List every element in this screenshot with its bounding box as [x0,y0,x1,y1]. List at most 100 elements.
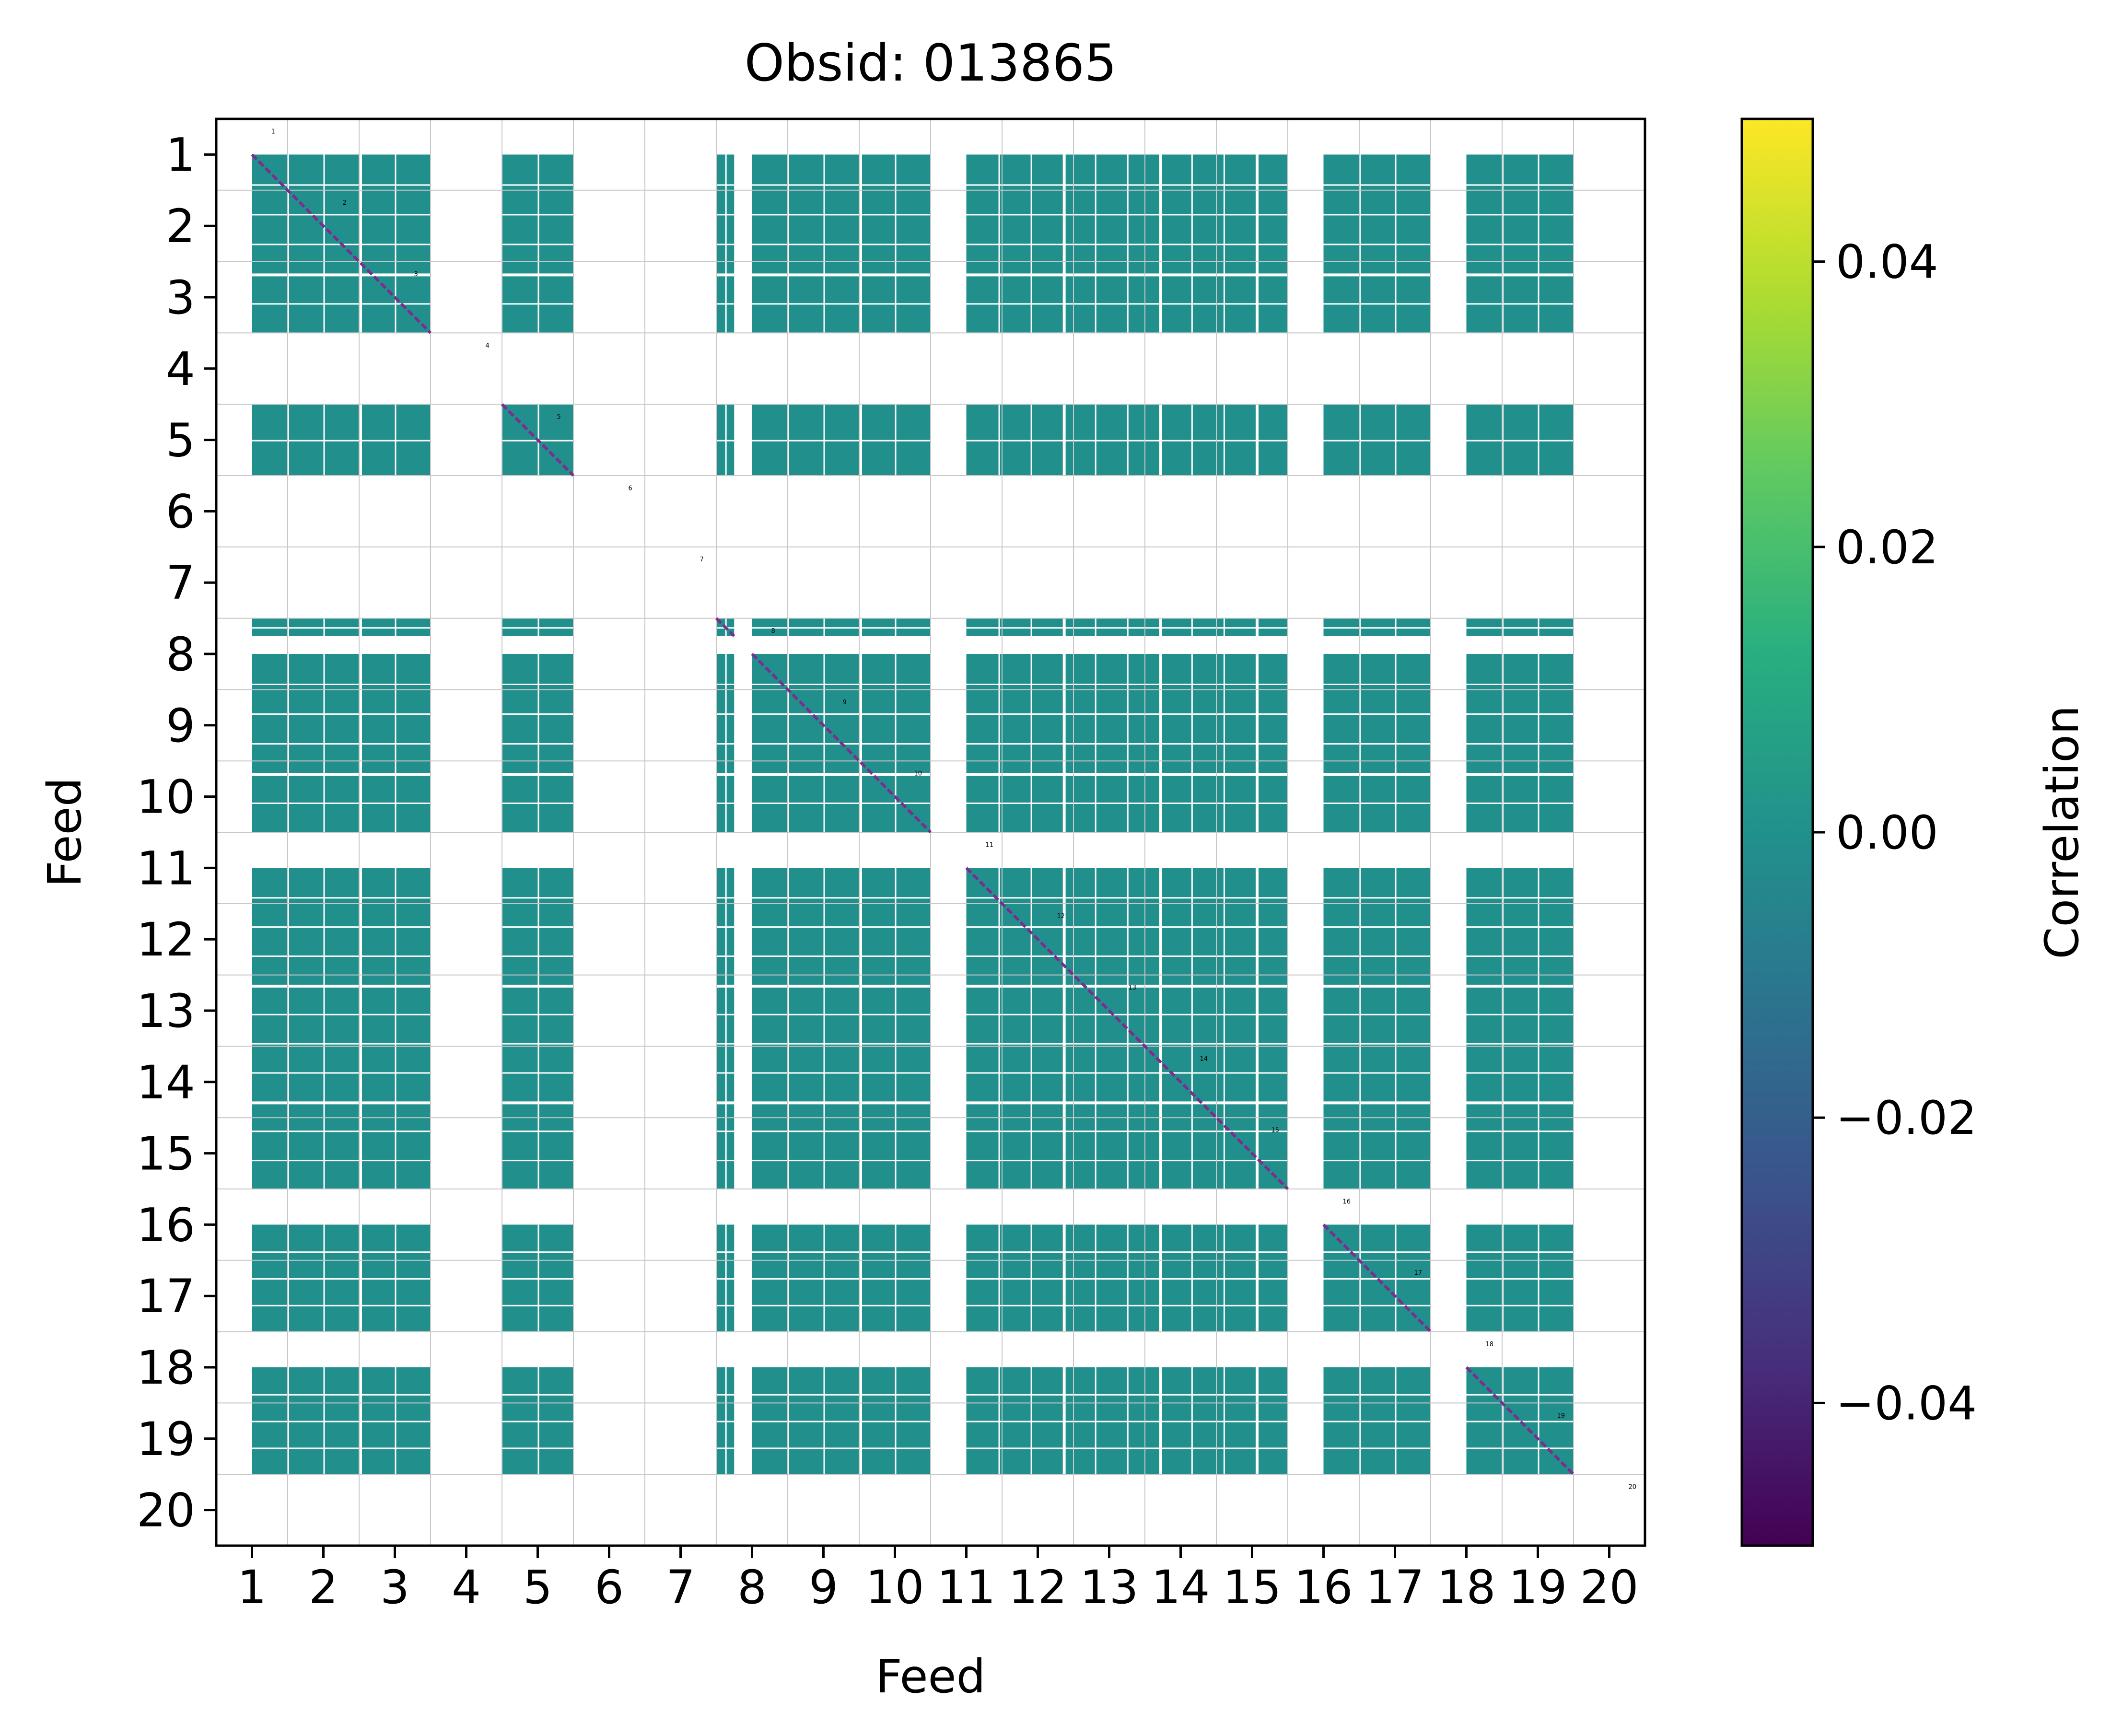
y-tick-label: 11 [137,841,195,895]
masked-channel-stripe [1323,1072,1431,1074]
masked-channel-stripe [1466,1101,1574,1105]
masked-channel-stripe [966,1278,1288,1280]
masked-channel-stripe [1323,803,1431,804]
y-tick-label: 16 [137,1198,195,1252]
masked-channel-stripe [252,1251,431,1253]
masked-channel-stripe [1323,244,1431,245]
masked-channel-stripe [502,713,573,715]
diagonal-segment [501,403,575,477]
masked-channel-stripe [788,868,789,1189]
masked-channel-stripe [1466,1394,1574,1396]
masked-channel-stripe [966,1072,1288,1074]
masked-channel-stripe [716,984,735,988]
masked-channel-stripe [966,773,1288,776]
masked-channel-stripe [1323,1421,1431,1422]
masked-channel-stripe [1466,184,1574,186]
masked-channel-stripe [716,1447,735,1449]
x-tick-label: 7 [666,1561,695,1614]
masked-channel-stripe [1323,926,1431,928]
masked-channel-stripe [752,955,931,957]
masked-channel-stripe [966,214,1288,216]
masked-channel-stripe [725,868,727,1189]
masked-channel-stripe [716,1421,735,1422]
diagonal-segment [715,617,735,637]
masked-channel-stripe [502,1072,573,1074]
x-tick-label: 6 [595,1561,624,1614]
masked-channel-stripe [1323,1278,1431,1280]
masked-channel-stripe [502,1394,573,1396]
diagonal-feed-label: 5 [557,414,561,421]
y-tick-label: 12 [137,913,195,967]
diagonal-feed-label: 15 [1271,1127,1280,1134]
masked-channel-stripe [752,1101,931,1105]
x-tick-label: 19 [1508,1561,1567,1614]
x-tick-label: 12 [1008,1561,1067,1614]
masked-channel-stripe [966,743,1288,745]
masked-channel-stripe [288,868,289,1189]
masked-channel-stripe [716,926,735,928]
masked-channel-stripe [752,273,931,277]
masked-channel-stripe [716,1101,735,1105]
masked-channel-stripe [502,627,573,629]
diagonal-feed-label: 14 [1200,1056,1208,1063]
masked-channel-stripe [502,244,573,245]
heatmap-block [252,868,431,1189]
masked-channel-stripe [966,1130,1288,1132]
masked-channel-stripe [359,868,362,1189]
diagonal-feed-label: 1 [271,128,275,135]
masked-channel-stripe [1323,1130,1431,1132]
masked-channel-stripe [966,184,1288,186]
masked-channel-stripe [502,1101,573,1105]
masked-channel-stripe [716,1160,735,1162]
masked-channel-stripe [252,803,431,804]
masked-channel-stripe [252,1278,431,1280]
x-tick-label: 11 [937,1561,995,1614]
masked-channel-stripe [966,627,1288,629]
masked-channel-stripe [752,627,931,629]
masked-channel-stripe [966,1421,1288,1422]
masked-channel-stripe [252,184,431,186]
masked-channel-stripe [1466,984,1574,988]
masked-channel-stripe [1062,868,1066,1189]
masked-channel-stripe [752,1278,931,1280]
masked-channel-stripe [502,1130,573,1132]
masked-channel-stripe [752,1130,931,1132]
masked-channel-stripe [1466,303,1574,305]
masked-channel-stripe [1466,273,1574,277]
x-tick-label: 4 [452,1561,481,1614]
masked-channel-stripe [1323,303,1431,305]
plot-frame [215,117,1646,1547]
masked-channel-stripe [752,984,931,988]
masked-channel-stripe [1030,868,1032,1189]
diagonal-feed-label: 7 [700,556,704,563]
masked-channel-stripe [752,1251,931,1253]
y-tick-label: 14 [137,1056,195,1109]
masked-channel-stripe [966,1014,1288,1015]
masked-channel-stripe [502,1251,573,1253]
masked-channel-stripe [502,303,573,305]
masked-channel-stripe [716,1130,735,1132]
masked-channel-stripe [752,184,931,186]
masked-channel-stripe [252,1130,431,1132]
masked-channel-stripe [1466,440,1574,442]
colorbar-tick-label: −0.04 [1836,1376,1977,1430]
masked-channel-stripe [1095,868,1096,1189]
y-tick-label: 4 [166,342,195,396]
masked-channel-stripe [252,743,431,745]
x-tick-label: 15 [1223,1561,1281,1614]
masked-channel-stripe [252,1014,431,1015]
masked-channel-stripe [716,897,735,899]
masked-channel-stripe [1323,1251,1431,1253]
x-tick-label: 13 [1080,1561,1138,1614]
diagonal-segment [965,867,1289,1190]
x-tick-label: 1 [237,1561,267,1614]
masked-channel-stripe [502,803,573,804]
masked-channel-stripe [502,1278,573,1280]
colorbar-tick-label: 0.04 [1836,235,1938,289]
masked-channel-stripe [966,1101,1288,1105]
masked-channel-stripe [966,803,1288,804]
diagonal-feed-label: 20 [1629,1484,1637,1491]
masked-channel-stripe [752,1305,931,1306]
masked-channel-stripe [502,273,573,277]
